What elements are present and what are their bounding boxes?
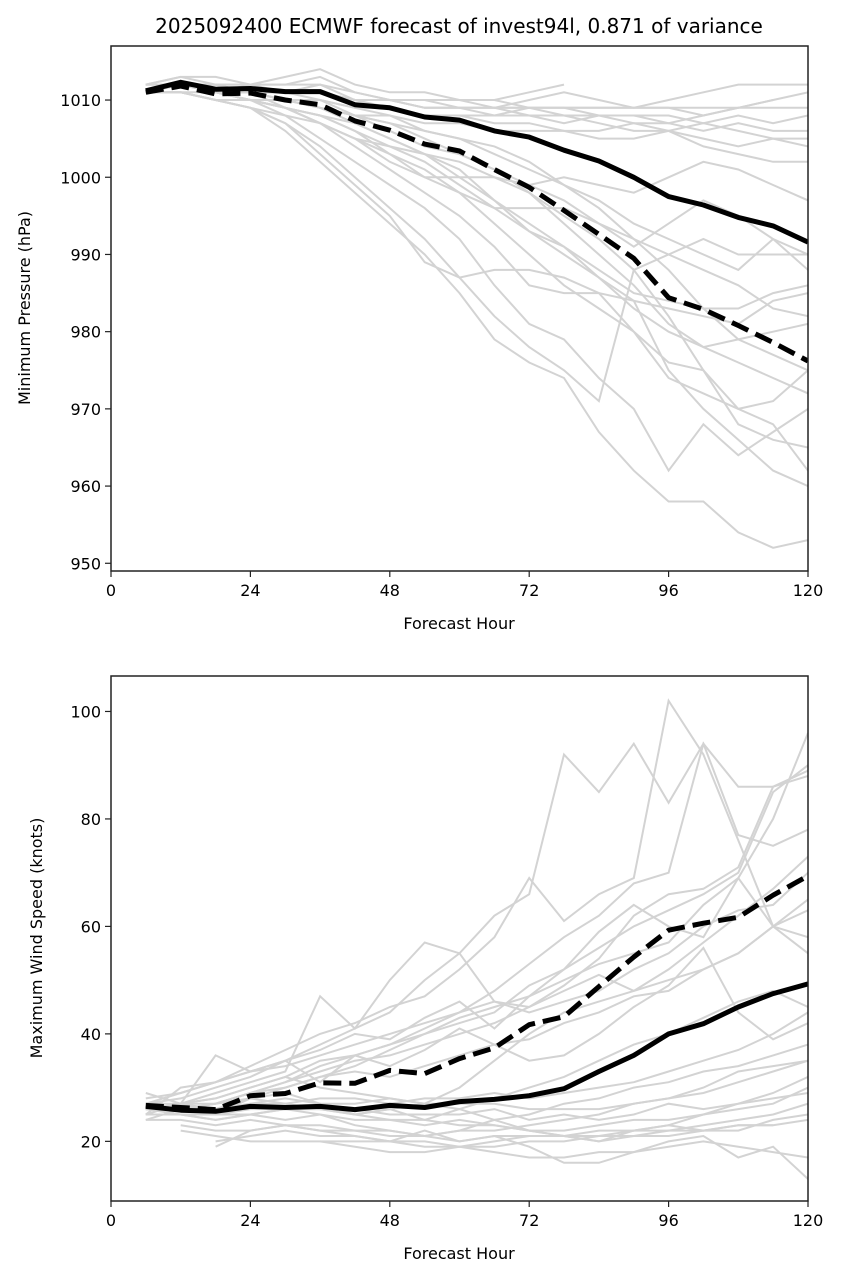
x-tick-label: 0: [106, 581, 116, 600]
ensemble-member-line: [145, 774, 808, 1116]
ensemble-member-line: [145, 75, 808, 125]
x-tick-label: 0: [106, 1211, 116, 1230]
ensemble-member-line: [145, 698, 808, 1100]
ensemble-member-line: [145, 91, 808, 549]
y-tick-label: 40: [81, 1025, 101, 1044]
wind-plot-area: 0 24 48 72 96 120 20 40 60 80 100: [70, 675, 824, 1230]
ensemble-member-line: [145, 946, 808, 1111]
ensemble-member-line: [145, 764, 808, 1116]
y-tick-label: 980: [70, 323, 101, 342]
wind-axes-frame: [110, 675, 809, 1202]
ensemble-member-line: [215, 1129, 808, 1159]
ensemble-member-line: [145, 83, 808, 410]
pressure-y-axis-label: Minimum Pressure (hPa): [15, 211, 34, 405]
ensemble-member-line: [145, 909, 808, 1111]
ensemble-member-line: [145, 1059, 808, 1111]
wind-x-axis-label: Forecast Hour: [403, 1244, 515, 1263]
ensemble-member-line: [145, 83, 808, 395]
ensemble-member-line: [145, 1011, 808, 1111]
wind-lines: [145, 698, 808, 1180]
x-tick-label: 48: [380, 581, 400, 600]
ensemble-member-line: [215, 1124, 808, 1180]
ensemble-member-line: [145, 91, 808, 488]
ensemble-member-line: [145, 83, 808, 148]
ensemble-member-line: [145, 732, 808, 1105]
mean-dashed-line: [145, 873, 808, 1113]
y-tick-label: 60: [81, 917, 101, 936]
mean-solid-line: [145, 79, 808, 245]
ensemble-member-line: [180, 1102, 808, 1154]
x-tick-label: 120: [793, 581, 824, 600]
y-tick-label: 960: [70, 477, 101, 496]
y-tick-label: 1010: [60, 91, 101, 110]
y-tick-label: 950: [70, 554, 101, 573]
y-tick-label: 970: [70, 400, 101, 419]
ensemble-member-line: [145, 83, 808, 473]
wind-panel: 0 24 48 72 96 120 20 40 60 80 100 Forecast Hour Ma…: [27, 675, 824, 1263]
x-tick-label: 120: [793, 1211, 824, 1230]
x-tick-label: 24: [240, 581, 260, 600]
y-tick-label: 100: [70, 702, 101, 721]
y-tick-label: 80: [81, 810, 101, 829]
pressure-panel: 0 24 48 72 96 120 950 960 970 980 990 1000 1010 Fore…: [15, 45, 824, 633]
x-tick-label: 24: [240, 1211, 260, 1230]
ensemble-member-line: [145, 91, 808, 325]
ensemble-member-line: [320, 1124, 774, 1148]
ensemble-member-line: [145, 741, 808, 1105]
x-tick-label: 72: [519, 1211, 539, 1230]
ensemble-member-line: [145, 898, 808, 1111]
pressure-plot-area: 0 24 48 72 96 120 950 960 970 980 990 1000 1010: [60, 45, 824, 600]
y-tick-label: 1000: [60, 168, 101, 187]
pressure-lines: [145, 68, 808, 549]
y-tick-label: 20: [81, 1132, 101, 1151]
y-tick-label: 990: [70, 245, 101, 264]
x-tick-label: 96: [658, 581, 678, 600]
x-tick-label: 48: [380, 1211, 400, 1230]
mean-solid-line: [145, 981, 808, 1114]
pressure-x-axis-label: Forecast Hour: [403, 614, 515, 633]
pressure-axes-frame: [110, 45, 809, 572]
ensemble-member-line: [145, 1059, 808, 1137]
wind-y-axis-label: Maximum Wind Speed (knots): [27, 818, 46, 1059]
x-tick-label: 96: [658, 1211, 678, 1230]
mean-dashed-line: [145, 83, 808, 364]
x-tick-label: 72: [519, 581, 539, 600]
chart-title: 2025092400 ECMWF forecast of invest94l, …: [155, 14, 763, 38]
